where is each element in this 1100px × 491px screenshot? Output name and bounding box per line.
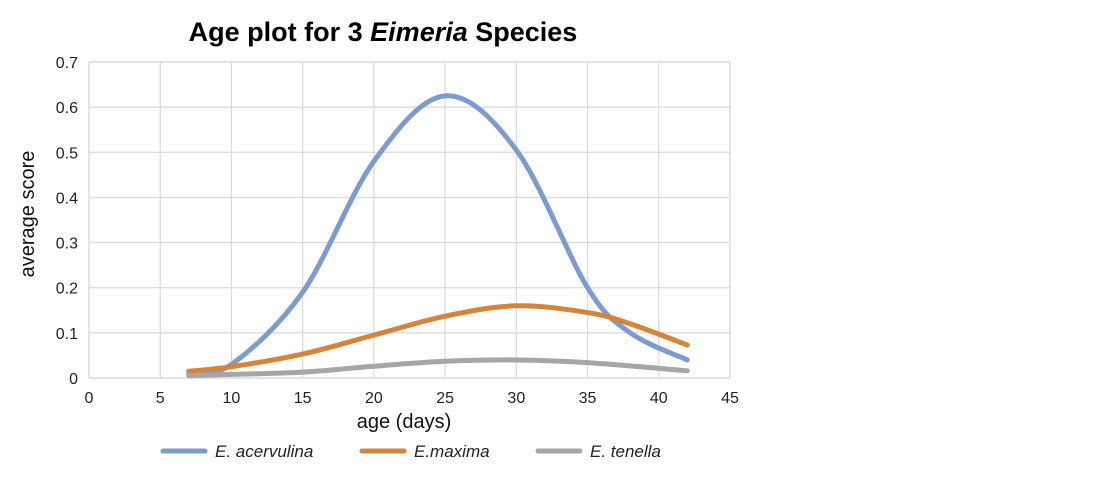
- y-tick-label: 0: [69, 371, 78, 388]
- x-axis-ticks: 0 5 10 15 20 25 30 35 40 45: [85, 390, 739, 407]
- legend-item-e-tenella: E. tenella: [535, 442, 661, 461]
- y-axis-ticks: 0 0.1 0.2 0.3 0.4 0.5 0.6 0.7: [56, 55, 78, 388]
- chart-title: Age plot for 3 Eimeria Species: [189, 17, 578, 47]
- series-line-e-tenella: [186, 357, 690, 379]
- legend-label: E. tenella: [590, 442, 661, 461]
- legend-item-e-maxima: E.maxima: [359, 442, 490, 461]
- series-line-e-acervulina: [186, 93, 690, 377]
- y-tick-label: 0.6: [56, 100, 78, 117]
- plot-area: [88, 61, 731, 379]
- y-tick-label: 0.3: [56, 236, 78, 253]
- y-tick-label: 0.7: [56, 55, 78, 72]
- y-tick-label: 0.2: [56, 281, 78, 298]
- x-axis-label: age (days): [357, 411, 452, 433]
- x-tick-label: 15: [294, 390, 312, 407]
- x-tick-label: 20: [365, 390, 383, 407]
- legend-label: E.maxima: [414, 442, 490, 461]
- x-tick-label: 35: [579, 390, 597, 407]
- x-tick-label: 10: [223, 390, 241, 407]
- legend: E. acervulina E.maxima E. tenella: [160, 442, 661, 461]
- y-axis-label: average score: [17, 151, 39, 278]
- x-tick-label: 45: [721, 390, 739, 407]
- x-tick-label: 5: [156, 390, 165, 407]
- x-tick-label: 25: [436, 390, 454, 407]
- y-tick-label: 0.4: [56, 190, 78, 207]
- y-tick-label: 0.5: [56, 145, 78, 162]
- series-layer: [186, 93, 690, 379]
- legend-item-e-acervulina: E. acervulina: [160, 442, 313, 461]
- series-line-e-maxima: [186, 303, 690, 374]
- x-tick-label: 0: [85, 390, 94, 407]
- x-tick-label: 40: [650, 390, 668, 407]
- x-tick-label: 30: [507, 390, 525, 407]
- y-tick-label: 0.1: [56, 326, 78, 343]
- legend-label: E. acervulina: [215, 442, 313, 461]
- gridlines: [88, 61, 731, 379]
